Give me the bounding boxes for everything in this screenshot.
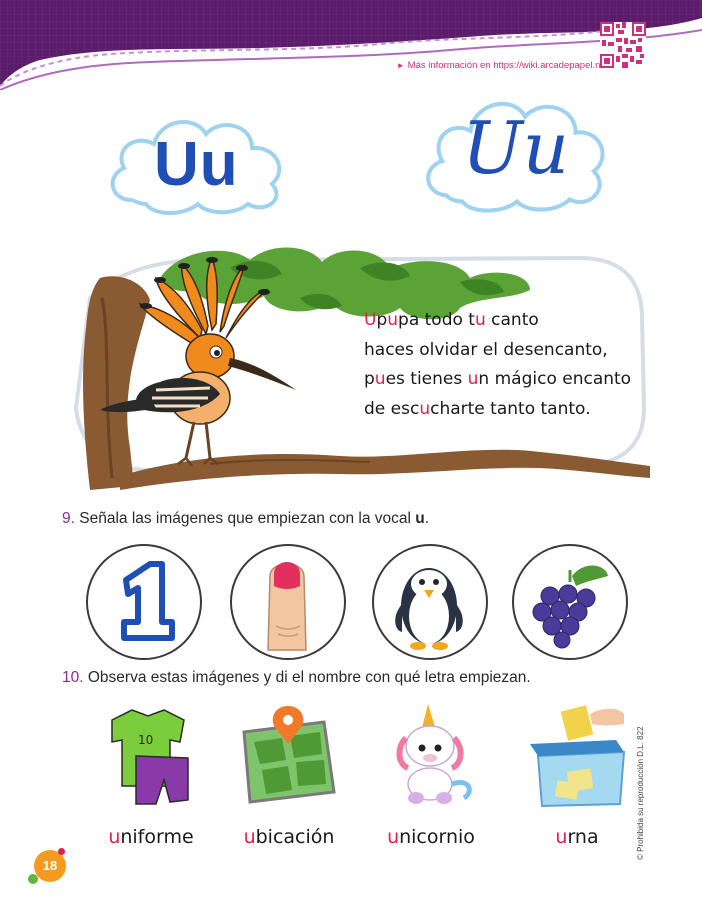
poem-line: Upupa todo tu canto: [364, 306, 631, 336]
word-ubicacion: ubicación: [224, 826, 354, 848]
hoopoe-story-illustration: [73, 247, 650, 490]
grapes-icon: [532, 565, 608, 649]
decorative-dot-red: [58, 848, 65, 855]
word-rest: bicación: [255, 826, 335, 848]
cloud-shape: [426, 101, 605, 213]
print-letter-uu: Uu: [154, 130, 239, 199]
qr-code-icon[interactable]: [600, 22, 646, 68]
option-finger[interactable]: [230, 544, 346, 660]
option-grapes[interactable]: [512, 544, 628, 660]
cursive-letter-uu: Uu: [462, 106, 570, 190]
question-10-number: 10.: [62, 669, 84, 686]
poem-highlight-letter: U: [364, 310, 377, 330]
option-number-one[interactable]: [86, 544, 202, 660]
question-9-vowel: u: [415, 510, 425, 527]
question-10-text: Observa estas imágenes y di el nombre co…: [83, 669, 531, 686]
word-unicornio: unicornio: [366, 826, 496, 848]
poem-segment: charte tanto tanto.: [430, 398, 591, 419]
ballot-box-image[interactable]: [520, 700, 630, 810]
poem-segment: p: [364, 369, 375, 389]
word-first-letter: u: [108, 826, 121, 848]
word-rest: niforme: [120, 826, 194, 848]
word-first-letter: u: [243, 826, 256, 848]
uniform-image[interactable]: 10: [92, 700, 202, 810]
shirt-number: 10: [138, 733, 153, 747]
poem-highlight-letter: u: [467, 369, 479, 389]
poem-segment: es tienes: [385, 369, 468, 389]
poem-highlight-letter: u: [387, 310, 399, 330]
word-uniforme: uniforme: [86, 826, 216, 848]
copyright-note: © Prohibida su reproducción D.L. 822: [636, 726, 645, 860]
number-one-icon: [121, 561, 175, 641]
word-rest: nicornio: [399, 826, 475, 848]
poem-segment: haces olvidar el desencanto,: [364, 339, 608, 360]
word-urna: urna: [512, 826, 642, 848]
unicorn-image[interactable]: [378, 698, 488, 808]
cloud-shape: [110, 119, 282, 215]
option-penguin[interactable]: [372, 544, 488, 660]
question-9: 9. Señala las imágenes que empiezan con …: [62, 510, 429, 528]
word-first-letter: u: [387, 826, 400, 848]
finger-icon: [267, 562, 307, 651]
poem-line: pues tienes un mágico encanto: [364, 365, 631, 395]
word-rest: rna: [567, 826, 599, 848]
poem-line: haces olvidar el desencanto,: [364, 336, 631, 366]
word-first-letter: u: [555, 826, 568, 848]
poem-segment: n mágico encanto: [478, 369, 632, 389]
header-wave-band: [0, 0, 702, 90]
poem-segment: de esc: [364, 398, 420, 419]
poem-line: de escucharte tanto tanto.: [364, 395, 631, 425]
page-number: 18: [34, 850, 66, 882]
poem-segment: pa todo t: [398, 310, 475, 330]
penguin-icon: [395, 568, 463, 650]
question-9-period: .: [424, 510, 430, 527]
question-9-text: Señala las imágenes que empiezan con la …: [74, 510, 416, 527]
poem-highlight-letter: u: [474, 310, 486, 330]
more-info-link[interactable]: ► Más información en https://wiki.arcadep…: [397, 60, 640, 71]
poem-highlight-letter: u: [419, 398, 431, 419]
poem-highlight-letter: u: [374, 369, 386, 389]
question-10: 10. Observa estas imágenes y di el nombr…: [62, 669, 531, 687]
decorative-dot-green: [28, 874, 38, 884]
poem-segment: canto: [485, 310, 539, 330]
poem-text: Upupa todo tu canto haces olvidar el dese…: [364, 306, 631, 424]
poem-segment: p: [376, 310, 388, 330]
location-map-image[interactable]: [232, 700, 342, 810]
play-arrow-icon: ►: [396, 61, 405, 70]
more-info-text: Más información en https://wiki.arcadepa…: [407, 60, 640, 71]
question-9-number: 9.: [62, 510, 75, 527]
